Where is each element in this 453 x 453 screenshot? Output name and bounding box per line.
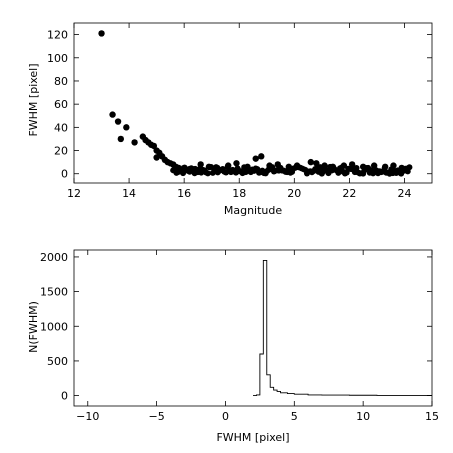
scatter-point <box>197 161 204 168</box>
scatter-point <box>204 170 211 177</box>
scatter-xtick-label: 14 <box>122 187 136 200</box>
scatter-point <box>233 160 240 167</box>
histogram-xtick-label: 15 <box>425 410 439 423</box>
scatter-point <box>313 160 320 167</box>
scatter-point <box>150 142 158 150</box>
histogram-ytick-label: 0 <box>61 390 68 403</box>
histogram-xtick-label: −5 <box>149 410 165 423</box>
scatter-xtick-label: 24 <box>397 187 411 200</box>
scatter-xlabel: Magnitude <box>224 204 283 217</box>
scatter-xtick-label: 16 <box>177 187 191 200</box>
histogram-xlabel: FWHM [pixel] <box>216 431 289 444</box>
scatter-frame <box>73 22 433 184</box>
histogram-xtick-label: 10 <box>356 410 370 423</box>
scatter-ytick-label: 60 <box>54 98 68 111</box>
scatter-point <box>353 164 360 171</box>
scatter-point <box>406 164 413 171</box>
scatter-point <box>117 135 125 143</box>
scatter-ylabel: FWHM [pixel] <box>27 63 40 136</box>
histogram-ytick-label: 500 <box>47 355 68 368</box>
histogram-step-line <box>253 259 432 397</box>
histogram-axes: −10 −5 0 5 10 15 0 500 1000 1500 2000 <box>40 249 439 423</box>
scatter-point <box>307 158 315 166</box>
scatter-point <box>252 155 259 162</box>
histogram-panel: −10 −5 0 5 10 15 0 500 1000 1500 2000 FWHM [pixel]… <box>27 249 439 444</box>
histogram-xtick-label: −10 <box>76 410 99 423</box>
histogram-ytick-label: 1000 <box>40 320 68 333</box>
scatter-point <box>131 139 138 146</box>
scatter-xtick-label: 18 <box>232 187 246 200</box>
histogram-xtick-label: 0 <box>222 410 229 423</box>
scatter-ytick-label: 120 <box>47 29 68 42</box>
scatter-point <box>317 164 324 171</box>
histogram-frame <box>73 249 433 407</box>
scatter-ytick-label: 100 <box>47 52 68 65</box>
scatter-xtick-label: 20 <box>287 187 301 200</box>
scatter-ytick-label: 20 <box>54 145 68 158</box>
scatter-point <box>381 165 388 172</box>
scatter-axes: 12 14 16 18 20 22 24 0 20 40 60 80 100 120 <box>47 22 433 200</box>
scatter-point <box>370 162 378 169</box>
histogram-xtick-label: 5 <box>291 410 298 423</box>
scatter-points <box>98 30 413 177</box>
scatter-point <box>109 111 116 118</box>
scatter-point <box>153 154 160 161</box>
scatter-point <box>123 124 130 131</box>
scatter-xtick-label: 22 <box>342 187 356 200</box>
scatter-ytick-label: 40 <box>54 121 68 134</box>
scatter-point <box>335 169 342 176</box>
scatter-ytick-label: 0 <box>61 168 68 181</box>
scatter-point <box>258 153 265 160</box>
scatter-ytick-label: 80 <box>54 75 68 88</box>
scatter-xtick-label: 12 <box>67 187 81 200</box>
scatter-point <box>114 118 122 125</box>
histogram-ytick-label: 2000 <box>40 251 68 264</box>
scatter-point <box>98 30 105 37</box>
histogram-ylabel: N(FWHM) <box>27 301 40 353</box>
histogram-ytick-label: 1500 <box>40 286 68 299</box>
